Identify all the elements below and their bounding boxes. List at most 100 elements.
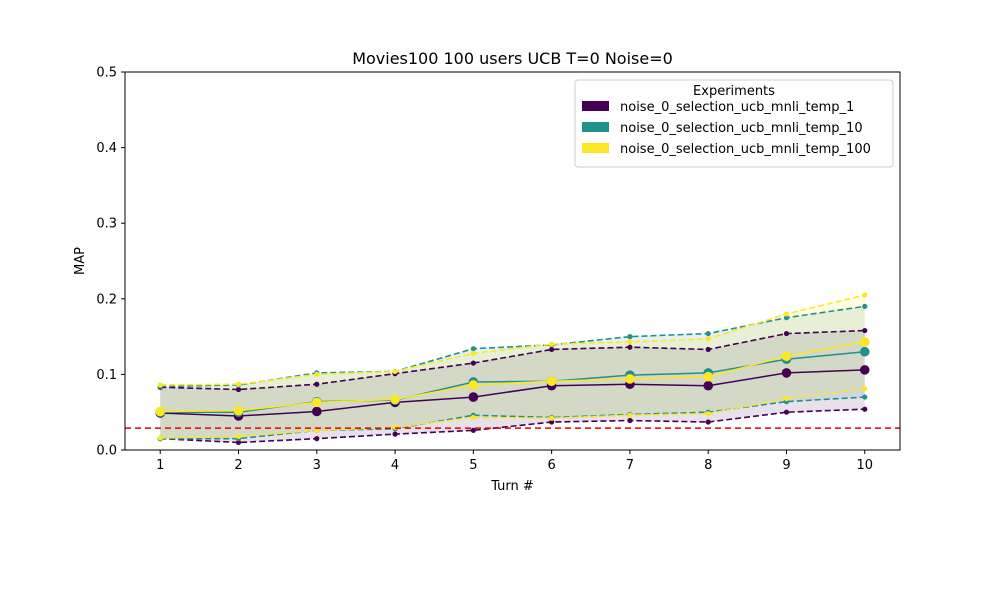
legend-swatch: [582, 143, 609, 153]
lower-bound-point: [314, 427, 320, 433]
upper-bound-point: [627, 339, 633, 345]
x-tick-label: 2: [234, 458, 242, 473]
mean-point: [859, 365, 870, 375]
upper-bound-point: [314, 371, 320, 377]
data-points: [155, 337, 870, 421]
upper-bound-point: [783, 315, 790, 321]
lower-bound-point: [549, 415, 555, 421]
lower-bound-line-3: [160, 387, 865, 439]
lower-bound-point: [549, 419, 555, 425]
mean-point: [703, 371, 714, 382]
lower-bound-point: [470, 414, 476, 421]
lower-bound-point: [862, 386, 868, 392]
x-tick-label: 3: [313, 458, 321, 473]
mean-point: [311, 397, 322, 408]
upper-bound-line-1: [160, 329, 865, 391]
mean-point: [546, 376, 557, 387]
upper-bound-point: [705, 336, 711, 342]
mean-point: [468, 392, 479, 402]
upper-bound-point: [783, 330, 790, 337]
lower-bound-point: [314, 436, 320, 442]
upper-bound-point: [235, 386, 242, 393]
plot-frame: [124, 71, 901, 451]
upper-bound-point: [627, 334, 633, 340]
mean-line-1: [160, 369, 865, 417]
legend-title: Experiments: [693, 84, 775, 99]
lower-bound-point: [470, 427, 476, 433]
mean-point: [703, 380, 714, 391]
legend-swatch: [582, 101, 609, 111]
bound-lines: [157, 292, 868, 446]
legend-swatch: [582, 122, 609, 132]
legend: Experiments noise_0_selection_ucb_mnli_t…: [574, 79, 894, 168]
upper-bound-point: [549, 341, 555, 347]
mean-point: [155, 406, 166, 417]
x-tick-label: 4: [391, 458, 399, 473]
upper-bound-line-3: [160, 294, 865, 386]
legend-label: noise_0_selection_ucb_mnli_temp_1: [620, 100, 854, 115]
upper-bound-point: [314, 381, 320, 387]
y-tick-label: 0.5: [96, 66, 117, 81]
lower-bound-point: [783, 395, 790, 402]
mean-point: [859, 346, 870, 357]
lower-bound-point: [862, 394, 868, 400]
x-axis-label: Turn #: [490, 479, 534, 494]
lower-bound-line-1: [160, 408, 865, 444]
y-tick-label: 0.3: [96, 217, 117, 232]
upper-bound-point: [705, 346, 711, 353]
upper-bound-point: [470, 360, 476, 366]
legend-frame: [574, 79, 894, 168]
upper-bound-point: [549, 346, 555, 353]
lower-bound-point: [235, 439, 242, 446]
lower-bound-point: [705, 411, 711, 417]
lower-bound-point: [627, 417, 633, 424]
y-axis-label: MAP: [73, 247, 88, 275]
upper-bound-point: [783, 311, 790, 317]
upper-bound-point: [392, 368, 398, 374]
plot-area: [125, 292, 900, 446]
mean-point: [468, 380, 479, 390]
x-tick-label: 6: [548, 458, 556, 473]
lower-bound-point: [627, 412, 633, 418]
legend-entries: noise_0_selection_ucb_mnli_temp_1 noise_0…: [582, 100, 871, 157]
x-tick-label: 5: [469, 458, 477, 473]
upper-bound-point: [470, 350, 476, 356]
x-tick-label: 10: [856, 458, 873, 473]
y-tick-label: 0.4: [96, 141, 117, 156]
mean-point: [781, 351, 792, 362]
mean-point: [233, 405, 244, 416]
lower-bound-point: [235, 433, 242, 439]
mean-point: [859, 337, 870, 347]
mean-point: [390, 394, 400, 405]
legend-label: noise_0_selection_ucb_mnli_temp_100: [620, 142, 871, 157]
y-tick-label: 0.2: [96, 292, 117, 307]
y-tick-label: 0.0: [96, 444, 117, 459]
y-tick-label: 0.1: [96, 368, 117, 383]
lower-bound-point: [862, 406, 868, 412]
confidence-band-1: [160, 330, 865, 443]
lower-bound-point: [157, 435, 163, 441]
legend-label: noise_0_selection_ucb_mnli_temp_10: [620, 121, 863, 136]
mean-line-3: [160, 341, 865, 413]
mean-point: [311, 406, 322, 417]
y-axis: 0.0 0.1 0.2 0.3 0.4 0.5: [96, 66, 125, 459]
x-tick-label: 9: [782, 458, 790, 473]
lower-bound-point: [783, 409, 790, 415]
lower-bound-point: [392, 431, 398, 437]
chart-title: Movies100 100 users UCB T=0 Noise=0: [352, 49, 673, 68]
upper-bound-point: [157, 382, 163, 388]
lower-bound-point: [392, 424, 398, 430]
x-tick-label: 7: [626, 458, 634, 473]
upper-bound-point: [235, 381, 242, 387]
mean-point: [625, 374, 635, 384]
upper-bound-point: [470, 346, 476, 352]
upper-bound-point: [862, 327, 868, 334]
mean-lines: [160, 341, 865, 417]
x-tick-label: 8: [704, 458, 712, 473]
upper-bound-point: [627, 344, 633, 350]
lower-bound-point: [705, 419, 711, 425]
mean-point: [781, 368, 792, 378]
upper-bound-point: [705, 330, 711, 337]
x-tick-label: 1: [156, 458, 164, 473]
